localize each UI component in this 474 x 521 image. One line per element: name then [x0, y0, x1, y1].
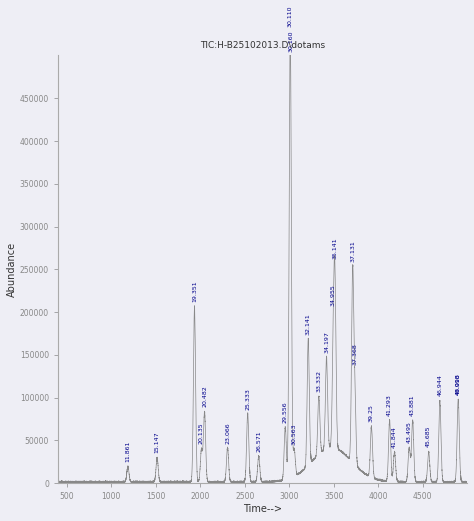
Text: 19.351: 19.351: [192, 280, 197, 302]
Text: 20.135: 20.135: [199, 423, 204, 444]
Text: 33.332: 33.332: [316, 370, 321, 392]
Text: 41.293: 41.293: [387, 394, 392, 416]
Text: 45.685: 45.685: [426, 426, 431, 448]
Text: 15.147: 15.147: [155, 431, 160, 453]
Text: 41.844: 41.844: [392, 426, 397, 448]
Text: 11.861: 11.861: [126, 441, 130, 462]
Text: 30.563: 30.563: [292, 423, 297, 445]
Text: 43.495: 43.495: [407, 421, 412, 443]
Text: 25.333: 25.333: [245, 388, 250, 410]
Text: 32.141: 32.141: [306, 313, 311, 334]
Text: 30.110: 30.110: [288, 5, 292, 27]
Text: 23.066: 23.066: [225, 422, 230, 444]
Text: 46.944: 46.944: [438, 375, 442, 396]
Text: 48.998: 48.998: [456, 374, 461, 395]
Y-axis label: Abundance: Abundance: [7, 242, 17, 297]
Text: 37.368: 37.368: [352, 343, 357, 365]
Text: 49.010: 49.010: [456, 374, 461, 395]
Text: 35.141: 35.141: [332, 238, 337, 259]
Text: 39.25: 39.25: [369, 404, 374, 422]
Text: 34.197: 34.197: [324, 331, 329, 353]
Text: 43.881: 43.881: [410, 394, 415, 416]
Text: 26.571: 26.571: [256, 430, 261, 452]
Text: 34.955: 34.955: [331, 284, 336, 306]
Text: 20.482: 20.482: [202, 386, 207, 407]
Title: TIC:H-B25102013.D\dotams: TIC:H-B25102013.D\dotams: [200, 40, 325, 49]
Text: 29.556: 29.556: [283, 401, 288, 423]
Text: 37.131: 37.131: [350, 241, 355, 262]
X-axis label: Time-->: Time-->: [243, 504, 282, 514]
Text: 30.160: 30.160: [288, 31, 293, 53]
